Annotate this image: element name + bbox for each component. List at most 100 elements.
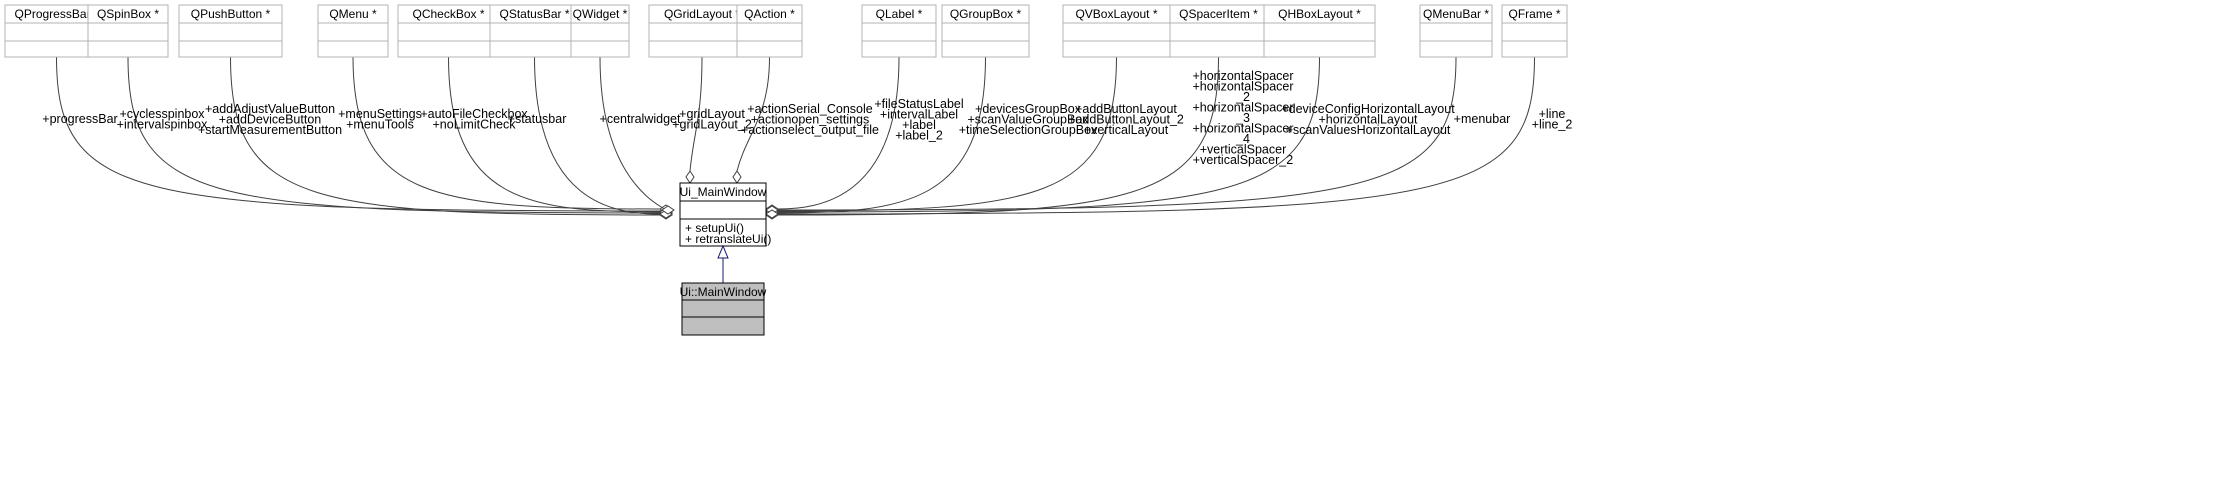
class-box-qspinbox: QSpinBox * [87, 4, 169, 58]
edge-label: _4 [1235, 132, 1250, 146]
edge-label: +line_2 [1532, 118, 1573, 132]
composition-edge-qaction [736, 56, 770, 172]
composition-diamond [685, 170, 695, 184]
ui-mainwindow-class-box: Ui_MainWindow + setupUi()+ retranslateUi(… [679, 182, 771, 247]
edge-label: +addAdjustValueButton [205, 102, 335, 116]
composition-edge-qmenubar [777, 56, 1457, 211]
composition-edge-qhboxlayout [777, 56, 1320, 213]
class-box-qcheckbox: QCheckBox * [397, 4, 500, 58]
edge-label: +intervalspinbox [117, 118, 208, 132]
class-box-frame [87, 4, 169, 58]
edge-label-group-qpushbutton: +addAdjustValueButton+addDeviceButton+st… [198, 102, 342, 137]
edge-label: +statusbar [508, 112, 567, 126]
edge-label: +label_2 [895, 129, 943, 143]
class-box-frame [1501, 4, 1568, 58]
edge-label: +intervalLabel [880, 108, 958, 122]
class-type-label: QWidget * [573, 7, 628, 21]
edge-label-group-qlabel: +fileStatusLabel+intervalLabel+label+lab… [874, 97, 963, 143]
class-type-label: QGroupBox * [950, 7, 1022, 21]
edge-label: _2 [1235, 90, 1250, 104]
edge-label: +scanValuesHorizontalLayout [1286, 123, 1451, 137]
main-class-name: Ui_MainWindow [680, 185, 767, 199]
class-type-label: QPushButton * [191, 7, 271, 21]
composition-edge-qwidget [599, 56, 666, 211]
edge-label: +verticalLayout [1084, 123, 1169, 137]
edge-label: +menuSettings [338, 107, 422, 121]
member-class-boxes: QProgressBar *QSpinBox * QPushButton * QMe… [4, 4, 1568, 58]
composition-edge-qframe [777, 56, 1535, 215]
edge-label: +scanValueGroupBox [967, 113, 1089, 127]
class-box-frame [317, 4, 389, 58]
edge-label: +actionSerial_Console [747, 102, 872, 116]
class-box-qwidget: QWidget * [570, 4, 630, 58]
edge-label-group-qspaceritem: +horizontalSpacer+horizontalSpacer_2+hor… [1192, 69, 1293, 167]
class-box-qaction: QAction * [736, 4, 803, 58]
class-box-frame [1419, 4, 1493, 58]
class-box-qvboxlayout: QVBoxLayout * [1062, 4, 1171, 58]
main-class-method: + setupUi() [685, 221, 744, 235]
edge-label-group-qgroupbox: +devicesGroupBox+scanValueGroupBox+timeS… [959, 102, 1098, 137]
edge-label: +cyclesspinbox [119, 107, 205, 121]
edge-label: +verticalSpacer [1200, 143, 1287, 157]
edge-label: +startMeasurementButton [198, 123, 342, 137]
class-type-label: QFrame * [1508, 7, 1560, 21]
edge-label: +addDeviceButton [219, 113, 322, 127]
edge-label: +gridLayout_2 [672, 118, 752, 132]
class-box-frame [178, 4, 283, 58]
edge-label: +label [902, 118, 936, 132]
edge-label: +horizontalSpacer [1192, 69, 1293, 83]
class-box-frame [861, 4, 937, 58]
composition-diamond [661, 205, 675, 215]
edge-label: +actionopen_settings [751, 113, 870, 127]
edge-label: +noLimitCheck [432, 118, 516, 132]
class-box-frame [489, 4, 580, 58]
class-box-qspaceritem: QSpacerItem * [1169, 4, 1268, 58]
class-box-qhboxlayout: QHBoxLayout * [1263, 4, 1376, 58]
class-type-label: QProgressBar * [14, 7, 98, 21]
class-type-label: QLabel * [876, 7, 923, 21]
edge-label-group-qprogressbar: +progressBar [42, 112, 117, 126]
class-box-qframe: QFrame * [1501, 4, 1568, 58]
class-type-label: QMenu * [329, 7, 377, 21]
class-type-label: QHBoxLayout * [1278, 7, 1361, 21]
class-box-qmenu: QMenu * [317, 4, 389, 58]
edge-label: +fileStatusLabel [874, 97, 963, 111]
class-type-label: QCheckBox * [412, 7, 484, 21]
class-box-qmenubar: QMenuBar * [1419, 4, 1493, 58]
composition-edge-qlabel [777, 56, 900, 210]
composition-edge-qspinbox [127, 56, 661, 214]
class-type-label: QVBoxLayout * [1075, 7, 1157, 21]
class-box-qpushbutton: QPushButton * [178, 4, 283, 58]
edge-label-group-qwidget: +centralwidget [600, 112, 681, 126]
edge-label-group-qmenu: +menuSettings+menuTools [338, 107, 422, 132]
class-box-qgroupbox: QGroupBox * [941, 4, 1030, 58]
ui-mainwindow-derived-class: Ui::MainWindow [680, 244, 767, 336]
edge-label-group-qcheckbox: +autoFileCheckbox+noLimitCheck [420, 107, 528, 132]
class-box-frame [941, 4, 1030, 58]
edge-label-group-qspinbox: +cyclesspinbox+intervalspinbox [117, 107, 208, 132]
class-type-label: QSpinBox * [97, 7, 159, 21]
composition-edge-qstatusbar [534, 56, 661, 215]
main-class-frame [679, 182, 767, 247]
edge-label: +addButtonLayout [1075, 102, 1177, 116]
derived-class-frame [681, 282, 765, 336]
composition-edge-qgridlayout [689, 56, 703, 172]
class-box-frame [1169, 4, 1268, 58]
edge-label: +menubar [1454, 112, 1511, 126]
edge-label: _3 [1235, 111, 1250, 125]
class-type-label: QMenuBar * [1423, 7, 1489, 21]
edge-label-group-qmenubar: +menubar [1454, 112, 1511, 126]
composition-diamond [732, 170, 742, 184]
composition-edges: +progressBar +cyclesspinbox+intervalspinb… [42, 56, 1573, 220]
edge-label: +timeSelectionGroupBox [959, 123, 1098, 137]
edge-label: +verticalSpacer_2 [1193, 153, 1293, 167]
composition-edge-qmenu [352, 56, 661, 210]
edge-label: +autoFileCheckbox [420, 107, 528, 121]
edge-label: +deviceConfigHorizontalLayout [1281, 102, 1455, 116]
class-type-label: QAction * [744, 7, 795, 21]
edge-label-group-qhboxlayout: +deviceConfigHorizontalLayout+horizontal… [1281, 102, 1455, 137]
composition-edge-qprogressbar [56, 56, 661, 212]
edge-label: +horizontalLayout [1318, 113, 1418, 127]
edge-label-group-qframe: +line+line_2 [1532, 107, 1573, 132]
